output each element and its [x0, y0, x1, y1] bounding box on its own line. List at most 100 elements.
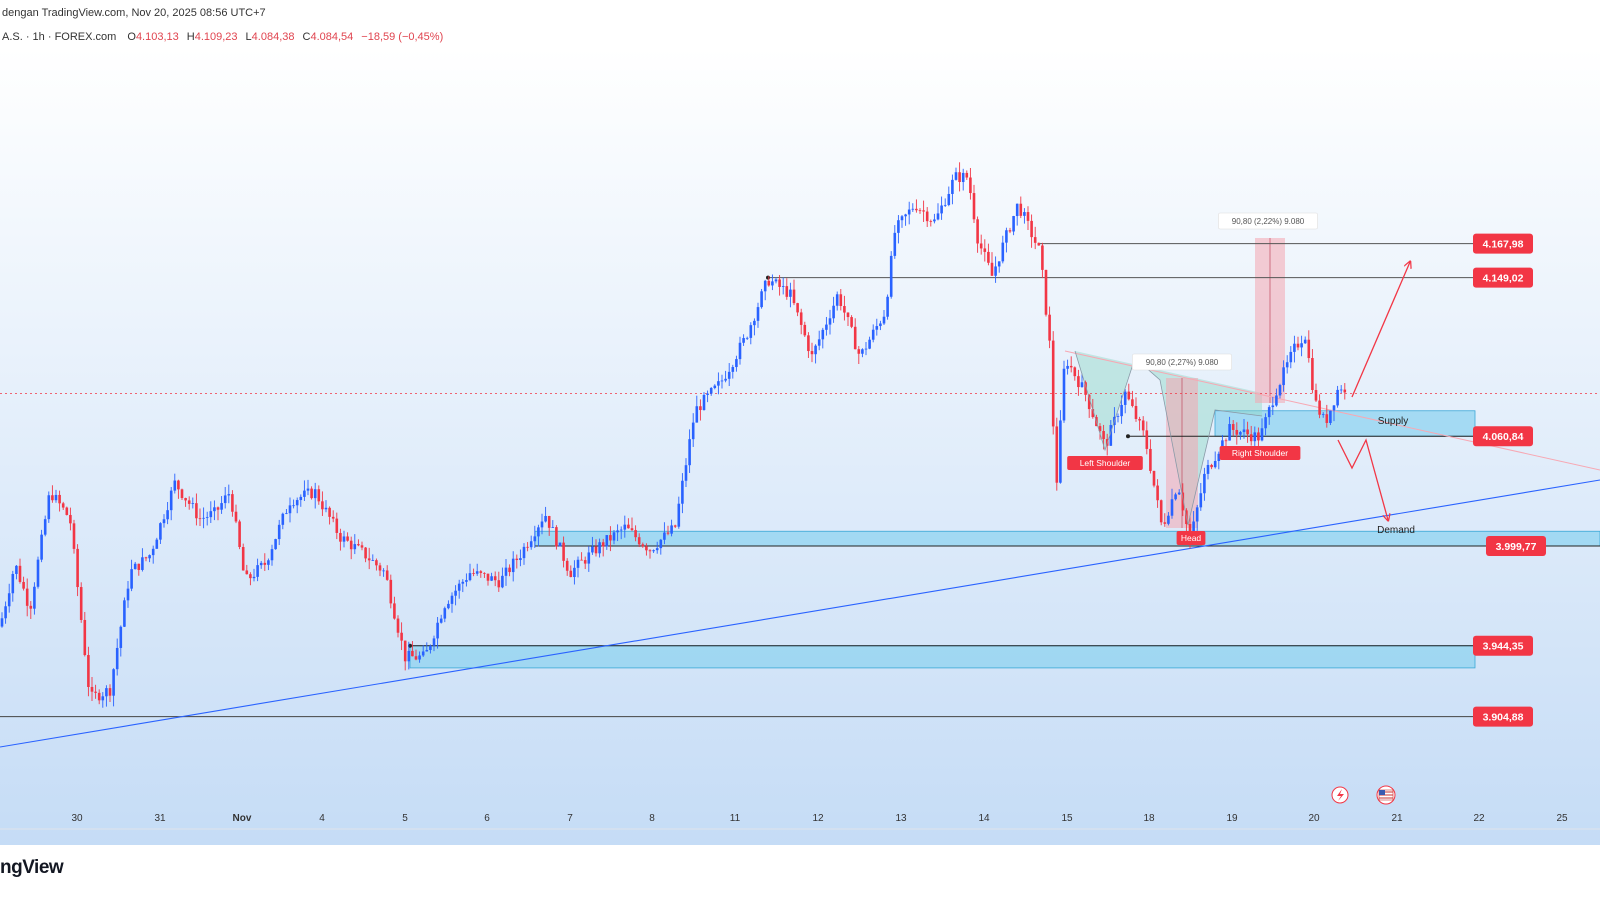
candle-body	[735, 359, 738, 368]
candle-body	[580, 559, 583, 561]
candle-up	[342, 530, 346, 548]
us-flag-icon[interactable]	[1376, 785, 1396, 805]
candle-down	[1026, 206, 1030, 231]
candle-down	[346, 532, 349, 542]
candle-up	[4, 601, 7, 624]
candle-body	[619, 529, 623, 531]
price-label[interactable]: 4.167,98	[1473, 233, 1533, 254]
candle-body	[1181, 492, 1185, 511]
candle-down	[1246, 421, 1249, 443]
price-label[interactable]: 3.904,88	[1473, 706, 1533, 727]
candle-body	[490, 576, 493, 581]
candle-body	[1073, 367, 1077, 377]
candle-down	[339, 528, 342, 551]
candle-up	[213, 500, 216, 521]
candle-body	[321, 501, 324, 510]
candle-down	[25, 578, 29, 617]
candle-body	[911, 208, 915, 210]
candle-down	[987, 243, 990, 266]
zone-lower[interactable]	[409, 645, 1476, 669]
candle-body	[281, 513, 285, 525]
candle-body	[1026, 212, 1030, 221]
candle-up	[1167, 512, 1170, 526]
candle-up	[940, 196, 943, 220]
candle-up	[1066, 359, 1069, 375]
candle-body	[407, 650, 411, 662]
candle-up	[267, 558, 270, 571]
candle-up	[519, 549, 522, 567]
candle-down	[925, 207, 929, 227]
candle-down	[641, 542, 645, 548]
candle-up	[1285, 355, 1289, 374]
candle-body	[1336, 389, 1339, 406]
candle-body	[72, 523, 76, 549]
candle-body	[1311, 358, 1314, 391]
candle-up	[688, 429, 691, 473]
candle-body	[1077, 376, 1080, 388]
candle-body	[943, 204, 947, 206]
candle-body	[1051, 340, 1055, 427]
candle-body	[231, 494, 234, 512]
candle-body	[0, 618, 4, 627]
candle-down	[414, 649, 418, 661]
price-label[interactable]: 4.149,02	[1473, 267, 1533, 288]
candle-body	[1177, 492, 1181, 495]
candle-up	[270, 544, 274, 566]
candle-body	[756, 307, 760, 321]
price-label-bg	[1486, 536, 1546, 557]
x-tick-label: 18	[1143, 813, 1155, 824]
candle-up	[256, 558, 259, 582]
candle-body	[364, 547, 367, 559]
candle-body	[1102, 430, 1105, 440]
candle-up	[1116, 413, 1120, 423]
x-tick-label: Nov	[233, 813, 252, 824]
candle-body	[87, 655, 90, 687]
candle-up	[951, 174, 954, 205]
candle-up	[1015, 203, 1019, 226]
candle-body	[108, 688, 112, 696]
level-anchor	[766, 275, 770, 280]
candle-body	[472, 573, 475, 574]
candle-body	[979, 243, 983, 249]
candle-body	[731, 367, 735, 372]
candle-body	[951, 179, 954, 194]
candle-body	[1300, 343, 1303, 348]
price-label[interactable]: 4.060,84	[1473, 426, 1533, 447]
candle-up	[828, 309, 832, 335]
candle-body	[209, 511, 213, 518]
candle-down	[58, 490, 61, 512]
candle-body	[252, 576, 256, 579]
candle-down	[547, 515, 551, 536]
candle-body	[317, 489, 321, 502]
candle-body	[1008, 230, 1012, 232]
price-label[interactable]: 3.944,35	[1473, 635, 1533, 656]
neckline-trendline	[1064, 350, 1600, 471]
candle-down	[231, 490, 234, 517]
candle-body	[1285, 362, 1289, 368]
price-label[interactable]: 3.999,77	[1486, 536, 1546, 557]
candle-body	[544, 515, 547, 522]
candle-up	[1275, 388, 1278, 407]
footer: ngView	[0, 845, 1600, 900]
candle-body	[987, 251, 990, 263]
candle-body	[936, 213, 940, 220]
candle-up	[821, 327, 825, 349]
candle-down	[1141, 416, 1145, 437]
candle-up	[616, 524, 619, 542]
candle-body	[933, 219, 936, 222]
candle-up	[558, 542, 562, 547]
candle-up	[285, 509, 288, 515]
candle-body	[843, 306, 846, 313]
price-chart[interactable]: Left Shoulder Head Right Shoulder 90,80 (2,…	[0, 24, 1600, 845]
candle-up	[943, 198, 947, 207]
candle-down	[234, 504, 238, 524]
candle-body	[25, 588, 29, 606]
zone-demand[interactable]	[534, 530, 1600, 547]
measure-label-left: 90,80 (2,27%) 9.080	[1132, 353, 1233, 371]
candle-down	[645, 543, 648, 556]
candle-up	[292, 499, 295, 509]
candle-body	[598, 542, 601, 554]
x-tick-label: 25	[1556, 813, 1568, 824]
candle-up	[681, 473, 684, 514]
lightning-icon[interactable]	[1331, 786, 1349, 804]
